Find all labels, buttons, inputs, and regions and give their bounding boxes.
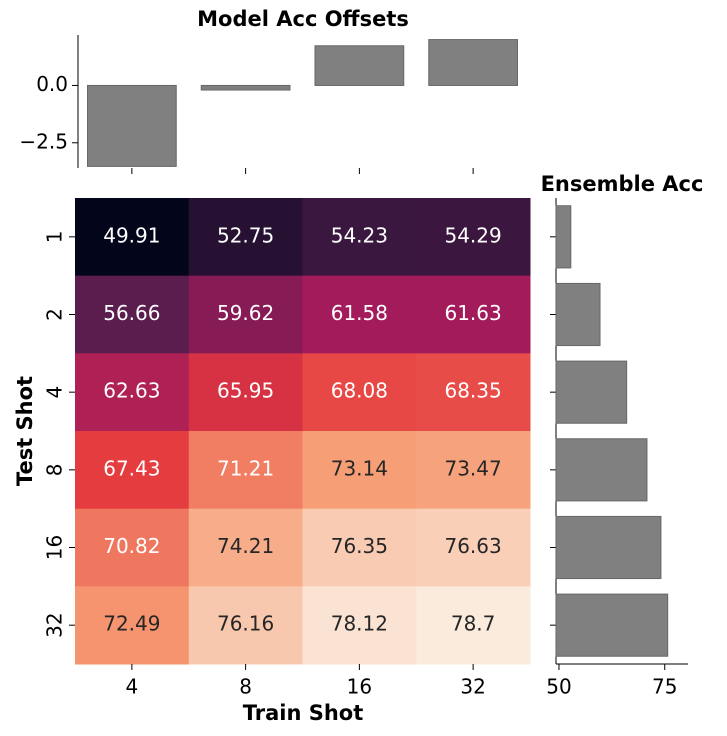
bar (428, 39, 518, 86)
cell-label: 68.08 (331, 379, 388, 403)
heatmap-cell (188, 508, 303, 587)
heatmap-cell (302, 275, 417, 354)
bar (200, 84, 291, 91)
cell-label: 73.14 (331, 456, 388, 480)
cell-label: 65.95 (217, 379, 274, 403)
top-title: Model Acc Offsets (197, 7, 409, 31)
y-tick-label: 2 (43, 308, 67, 321)
bar (555, 205, 572, 269)
cell-label: 73.47 (444, 456, 501, 480)
x-tick-label: 75 (652, 675, 677, 699)
heatmap-cell (416, 353, 531, 432)
heatmap-cell (75, 353, 190, 432)
y-tick-label: 16 (43, 535, 67, 560)
heatmap-cell (188, 586, 303, 665)
cell-label: 61.58 (331, 301, 388, 325)
bar (555, 360, 628, 424)
cell-label: 76.63 (444, 534, 501, 558)
cell-label: 67.43 (103, 456, 160, 480)
heatmap-cell (75, 508, 190, 587)
heatmap-cell (302, 353, 417, 432)
y-tick-label: 32 (43, 612, 67, 637)
heatmap-cell (188, 431, 303, 510)
y-tick-label: 1 (43, 230, 67, 243)
heatmap-cell (416, 198, 531, 277)
heatmap-cell (302, 508, 417, 587)
heatmap-cell (75, 198, 190, 277)
y-axis-label: Test Shot (13, 376, 37, 486)
y-tick-label: 0.0 (36, 72, 68, 96)
cell-label: 54.29 (444, 223, 501, 247)
cell-label: 62.63 (103, 379, 160, 403)
x-tick-label: 50 (546, 675, 571, 699)
cell-label: 78.7 (451, 612, 496, 636)
heatmap-cell (188, 198, 303, 277)
heatmap-cell (302, 198, 417, 277)
y-tick-label: 8 (43, 463, 67, 476)
cell-label: 56.66 (103, 301, 160, 325)
cell-label: 71.21 (217, 456, 274, 480)
cell-label: 49.91 (103, 223, 160, 247)
y-tick-label: 4 (43, 386, 67, 399)
cell-label: 59.62 (217, 301, 274, 325)
cell-label: 68.35 (444, 379, 501, 403)
bar (555, 438, 648, 502)
heatmap-cell (302, 586, 417, 665)
heatmap-cell (416, 431, 531, 510)
heatmap-cell (416, 275, 531, 354)
heatmap-cell (416, 508, 531, 587)
cell-label: 54.23 (331, 223, 388, 247)
heatmap-cell (188, 353, 303, 432)
bar (87, 84, 177, 167)
bar (555, 593, 669, 657)
cell-label: 76.16 (217, 612, 274, 636)
right-title: Ensemble Acc (541, 172, 704, 196)
bar (555, 282, 601, 347)
heatmap-cell (188, 275, 303, 354)
x-tick-label: 4 (126, 675, 139, 699)
x-axis-label: Train Shot (243, 701, 364, 725)
x-tick-label: 32 (460, 675, 485, 699)
heatmap-cell (75, 275, 190, 354)
cell-label: 52.75 (217, 223, 274, 247)
heatmap-cell (75, 586, 190, 665)
bar (314, 45, 405, 86)
cell-label: 70.82 (103, 534, 160, 558)
heatmap-cell (416, 586, 531, 665)
cell-label: 72.49 (103, 612, 160, 636)
heatmap-cell (302, 431, 417, 510)
cell-label: 74.21 (217, 534, 274, 558)
cell-label: 78.12 (331, 612, 388, 636)
x-tick-label: 8 (239, 675, 252, 699)
cell-label: 76.35 (331, 534, 388, 558)
x-tick-label: 16 (347, 675, 372, 699)
heatmap-cell (75, 431, 190, 510)
y-tick-label: −2.5 (19, 129, 68, 153)
bar (555, 515, 662, 580)
cell-label: 61.63 (444, 301, 501, 325)
